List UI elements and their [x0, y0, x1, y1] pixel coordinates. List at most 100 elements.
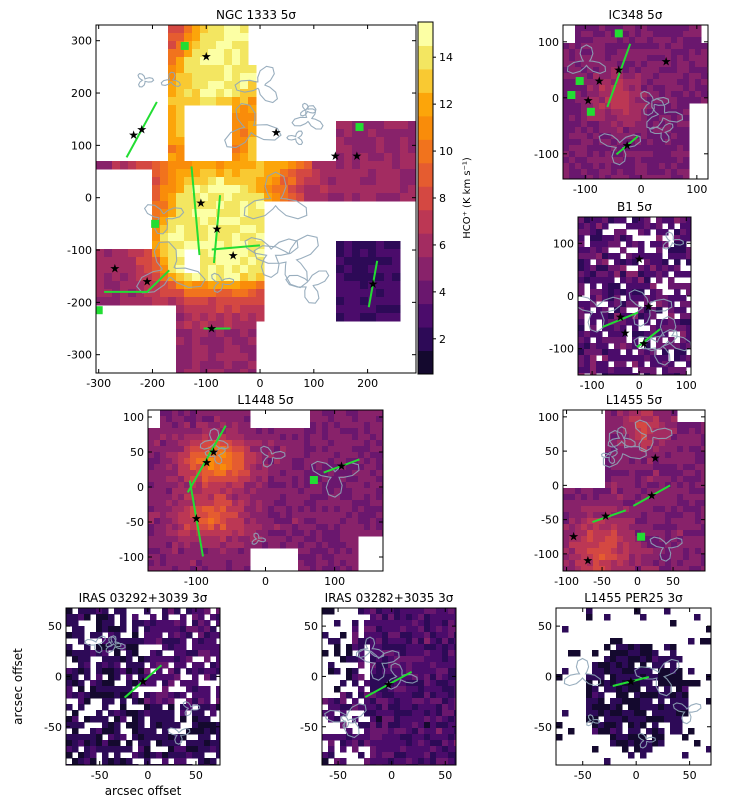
- panel-title: L1455 PER25 3σ: [584, 591, 683, 605]
- protostar-star-icon: ★: [646, 489, 657, 503]
- panel-title: L1448 5σ: [237, 393, 294, 407]
- source-square-marker: [575, 77, 584, 85]
- colorbar-cell: [418, 327, 433, 352]
- protostar-star-icon: ★: [351, 149, 362, 163]
- protostar-star-icon: ★: [582, 554, 593, 568]
- x-tick-label: 100: [686, 183, 707, 196]
- protostar-star-icon: ★: [613, 63, 624, 77]
- outflow-group: ★ ★ ★ ★ ★: [602, 252, 661, 350]
- outflow-group: ★★★★★★★★ ★★★★★: [96, 41, 378, 336]
- y-tick-label: -50: [126, 516, 144, 529]
- heatmap-cells: [578, 217, 691, 375]
- colorbar-cell: [418, 68, 433, 93]
- outflow-line: [123, 664, 163, 699]
- y-tick-label: -50: [300, 721, 318, 734]
- panel-title: L1455 5σ: [606, 393, 663, 407]
- x-tick-label: 0: [636, 379, 643, 392]
- source-square-marker: [180, 41, 189, 50]
- protostar-star-icon: ★: [634, 252, 645, 266]
- y-tick-label: 50: [48, 620, 62, 633]
- x-tick-label: -200: [140, 377, 165, 390]
- x-tick-label: 0: [262, 575, 269, 588]
- outflow-line: [323, 458, 360, 474]
- x-tick-label: 50: [438, 769, 452, 782]
- heatmap-cells: [96, 25, 416, 373]
- colorbar-tick-label: 8: [439, 192, 446, 205]
- protostar-star-icon: ★: [138, 674, 149, 688]
- x-tick-label: 200: [357, 377, 378, 390]
- colorbar-cell: [418, 256, 433, 281]
- colorbar-tick-label: 2: [439, 333, 446, 346]
- panel-title: IRAS 03282+3035 3σ: [325, 591, 454, 605]
- x-tick-label: -100: [580, 379, 605, 392]
- outflow-line: [636, 328, 661, 348]
- x-tick-label: 0: [257, 377, 264, 390]
- panel-2: ★ ★ ★ ★ ★ -100 0 100 -100 0 100 B1 5σ: [549, 200, 697, 392]
- panel-title: IRAS 03292+3039 3σ: [79, 591, 208, 605]
- x-tick-label: 0: [638, 183, 645, 196]
- colorbar-cell: [418, 303, 433, 328]
- y-tick-label: 50: [545, 445, 559, 458]
- source-square-marker: [637, 532, 646, 541]
- outflow-line: [190, 166, 201, 256]
- colorbar-cell: [418, 350, 433, 375]
- protostar-star-icon: ★: [330, 149, 341, 163]
- y-tick-label: -200: [67, 296, 92, 309]
- source-square-marker: [309, 476, 318, 484]
- contour-lines: [84, 635, 201, 745]
- y-tick-label: 0: [137, 481, 144, 494]
- x-tick-label: 100: [303, 377, 324, 390]
- y-tick-label: 0: [55, 670, 62, 683]
- y-tick-label: 0: [552, 479, 559, 492]
- colorbar-tick-label: 14: [439, 51, 453, 64]
- outflow-line: [592, 509, 627, 523]
- outflow-line: [188, 480, 204, 557]
- colorbar-cell: [418, 162, 433, 187]
- outflow-group: ★★★★: [186, 425, 360, 557]
- protostar-star-icon: ★: [594, 74, 605, 88]
- y-tick-label: -100: [119, 551, 144, 564]
- protostar-star-icon: ★: [201, 49, 212, 63]
- protostar-star-icon: ★: [206, 322, 217, 336]
- source-square-marker: [151, 219, 160, 228]
- panel-7: ★ -50 0 50 -50 0 50 L1455 PER25 3σ: [534, 591, 712, 782]
- contour-lines: [136, 65, 330, 304]
- protostar-star-icon: ★: [136, 123, 147, 137]
- y-tick-label: 50: [304, 620, 318, 633]
- outflow-line: [602, 311, 639, 328]
- protostar-star-icon: ★: [142, 274, 153, 288]
- panel-5: ★ -50 0 50 -50 0 50 IRAS 03292+3039 3σ arcsec of…: [11, 591, 221, 798]
- y-tick-label: 0: [545, 670, 552, 683]
- panel-6: ★ -50 0 50 -50 0 50 IRAS 03282+3035 3σ: [300, 591, 457, 782]
- x-tick-label: 0: [388, 769, 395, 782]
- y-tick-label: 100: [71, 139, 92, 152]
- source-square-marker: [355, 123, 364, 132]
- axes-frame: [321, 607, 457, 766]
- contour-lines: [600, 419, 683, 562]
- heatmap-cells: [66, 608, 220, 765]
- y-tick-label: 0: [567, 290, 574, 303]
- protostar-star-icon: ★: [271, 125, 282, 139]
- y-tick-label: 300: [71, 35, 92, 48]
- y-axis-label: arcsec offset: [11, 648, 25, 725]
- y-tick-label: -50: [44, 721, 62, 734]
- colorbar-cell: [418, 22, 433, 46]
- colorbar-cell: [418, 139, 433, 164]
- x-tick-label: 50: [666, 575, 680, 588]
- x-tick-label: -50: [91, 769, 109, 782]
- x-tick-label: 0: [144, 769, 151, 782]
- protostar-star-icon: ★: [639, 336, 650, 350]
- protostar-star-icon: ★: [201, 456, 212, 470]
- outflow-group: ★: [612, 674, 650, 688]
- protostar-star-icon: ★: [615, 310, 626, 324]
- y-tick-label: -100: [549, 343, 574, 356]
- protostar-star-icon: ★: [195, 196, 206, 210]
- y-tick-label: 100: [123, 411, 144, 424]
- outflow-line: [612, 675, 650, 687]
- contour-lines: [563, 657, 702, 749]
- colorbar-cell: [418, 45, 433, 70]
- outflow-line: [606, 43, 632, 108]
- protostar-star-icon: ★: [583, 94, 594, 108]
